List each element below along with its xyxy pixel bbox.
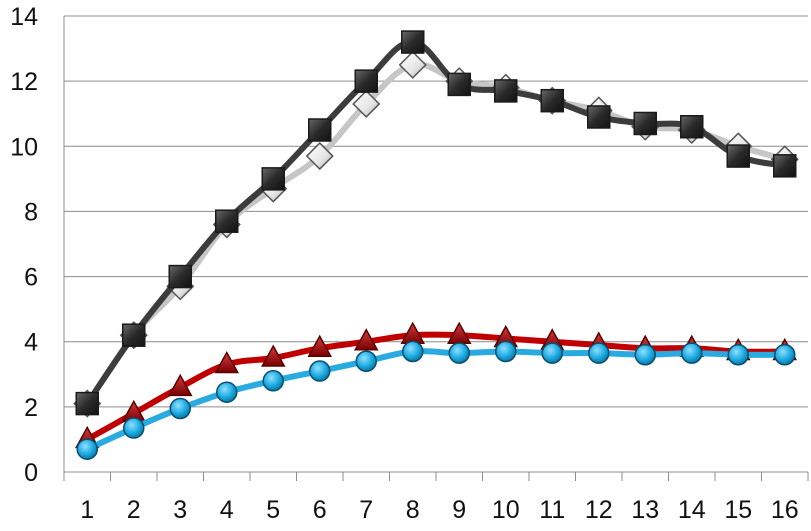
- data-point-circle: [402, 340, 424, 363]
- data-point-square: [75, 391, 99, 416]
- x-tick-label: 15: [724, 496, 752, 524]
- data-point-circle: [309, 360, 331, 382]
- data-point-circle: [634, 343, 656, 366]
- series-square: [75, 30, 797, 416]
- x-tick-label: 6: [313, 496, 327, 524]
- y-tick-label: 8: [24, 198, 38, 226]
- x-tick-label: 12: [585, 496, 613, 524]
- y-tick-label: 6: [24, 264, 38, 292]
- x-tick-label: 1: [80, 496, 94, 524]
- x-tick-label: 14: [678, 496, 706, 524]
- y-tick-label: 2: [24, 394, 38, 422]
- data-point-circle: [448, 342, 470, 364]
- data-point-diamond: [398, 50, 427, 79]
- data-point-square: [261, 167, 285, 191]
- data-point-square: [168, 264, 192, 289]
- data-point-diamond: [352, 89, 381, 119]
- data-point-circle: [727, 343, 749, 366]
- data-point-triangle: [260, 344, 286, 367]
- x-tick-label: 7: [359, 496, 373, 524]
- x-tick-label: 10: [492, 496, 520, 524]
- data-point-circle: [681, 342, 703, 364]
- x-tick-label: 2: [127, 496, 141, 524]
- series: [73, 30, 799, 460]
- data-point-circle: [495, 340, 517, 363]
- x-tick-label: 11: [539, 496, 565, 524]
- x-tick-label: 8: [406, 496, 420, 524]
- data-point-circle: [774, 343, 796, 366]
- data-point-square: [354, 69, 378, 93]
- series-circle: [76, 340, 796, 460]
- x-tick-label: 9: [452, 496, 466, 524]
- data-point-circle: [588, 342, 610, 364]
- data-point-triangle: [167, 373, 193, 397]
- data-point-circle: [262, 370, 284, 392]
- data-point-circle: [541, 342, 563, 364]
- data-point-triangle: [353, 328, 379, 351]
- data-point-circle: [76, 438, 98, 460]
- data-point-diamond: [305, 141, 334, 171]
- data-point-triangle: [214, 350, 240, 374]
- data-point-square: [447, 72, 471, 97]
- x-tick-label: 16: [771, 496, 799, 524]
- data-point-circle: [216, 381, 238, 403]
- x-tick-label: 3: [173, 496, 187, 524]
- y-tick-label: 12: [10, 68, 38, 96]
- data-point-square: [401, 30, 425, 54]
- data-point-square: [494, 79, 518, 103]
- x-tick-label: 13: [631, 496, 659, 524]
- y-tick-label: 0: [24, 459, 38, 487]
- data-point-square: [633, 111, 657, 136]
- data-point-square: [540, 88, 564, 113]
- data-point-circle: [169, 397, 191, 420]
- data-point-square: [773, 154, 797, 178]
- data-point-square: [680, 114, 704, 139]
- data-point-square: [587, 105, 611, 129]
- y-tick-label: 10: [10, 133, 38, 161]
- y-tick-label: 14: [10, 3, 38, 31]
- data-point-circle: [123, 417, 145, 439]
- y-tick-label: 4: [24, 329, 38, 357]
- series-line-triangle: [84, 331, 788, 443]
- data-point-circle: [355, 350, 377, 373]
- data-point-square: [308, 118, 332, 142]
- data-point-square: [726, 144, 750, 168]
- x-tick-label: 4: [220, 496, 234, 524]
- x-tick-label: 5: [266, 496, 280, 524]
- series-line-circle: [84, 348, 788, 453]
- data-point-triangle: [307, 334, 333, 357]
- data-point-square: [122, 323, 146, 347]
- data-point-square: [215, 209, 239, 233]
